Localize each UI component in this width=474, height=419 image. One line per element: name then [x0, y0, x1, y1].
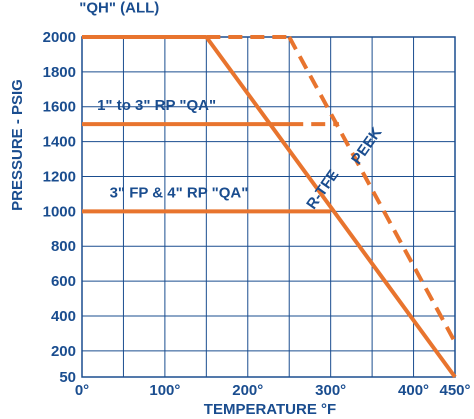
- plot-frame: [81, 36, 456, 378]
- annotation-label: R-TFE: [303, 167, 342, 213]
- x-tick-label: 0°: [75, 382, 89, 399]
- y-tick-label: 1400: [43, 134, 76, 151]
- y-tick-labels: 50 200 400 600 800 1000 1200 1400 1600 1800 2000: [43, 29, 76, 386]
- y-tick-label: 2000: [43, 29, 76, 46]
- annotation-label: "QH" (ALL): [79, 0, 159, 17]
- y-tick-label: 1200: [43, 168, 76, 185]
- y-tick-label: 400: [51, 308, 76, 325]
- y-tick-label: 600: [51, 273, 76, 290]
- series-line-0: [204, 35, 457, 379]
- annotation-label: PEEK: [348, 124, 385, 167]
- y-tick-label: 1800: [43, 64, 76, 81]
- annotation-label: 3" FP & 4" RP "QA": [110, 184, 249, 201]
- x-tick-label: 200°: [232, 382, 263, 399]
- y-tick-label: 1600: [43, 99, 76, 116]
- grid: [81, 36, 456, 378]
- y-axis-label: PRESSURE - PSIG: [9, 79, 26, 211]
- x-tick-label: 300°: [315, 382, 346, 399]
- x-tick-labels: 0° 100° 200° 300° 400° 450°: [75, 382, 471, 399]
- y-tick-label: 200: [51, 343, 76, 360]
- y-tick-label: 1000: [43, 203, 76, 220]
- x-tick-label: 100°: [149, 382, 180, 399]
- x-tick-label: 400°: [398, 382, 429, 399]
- y-tick-label: 50: [59, 369, 76, 386]
- annotation-label: 1" to 3" RP "QA": [97, 97, 216, 114]
- y-tick-label: 800: [51, 238, 76, 255]
- series-line-1: [287, 36, 457, 344]
- x-tick-label: 450°: [439, 382, 470, 399]
- x-axis-label: TEMPERATURE °F: [204, 401, 336, 418]
- series-lines: [82, 35, 457, 379]
